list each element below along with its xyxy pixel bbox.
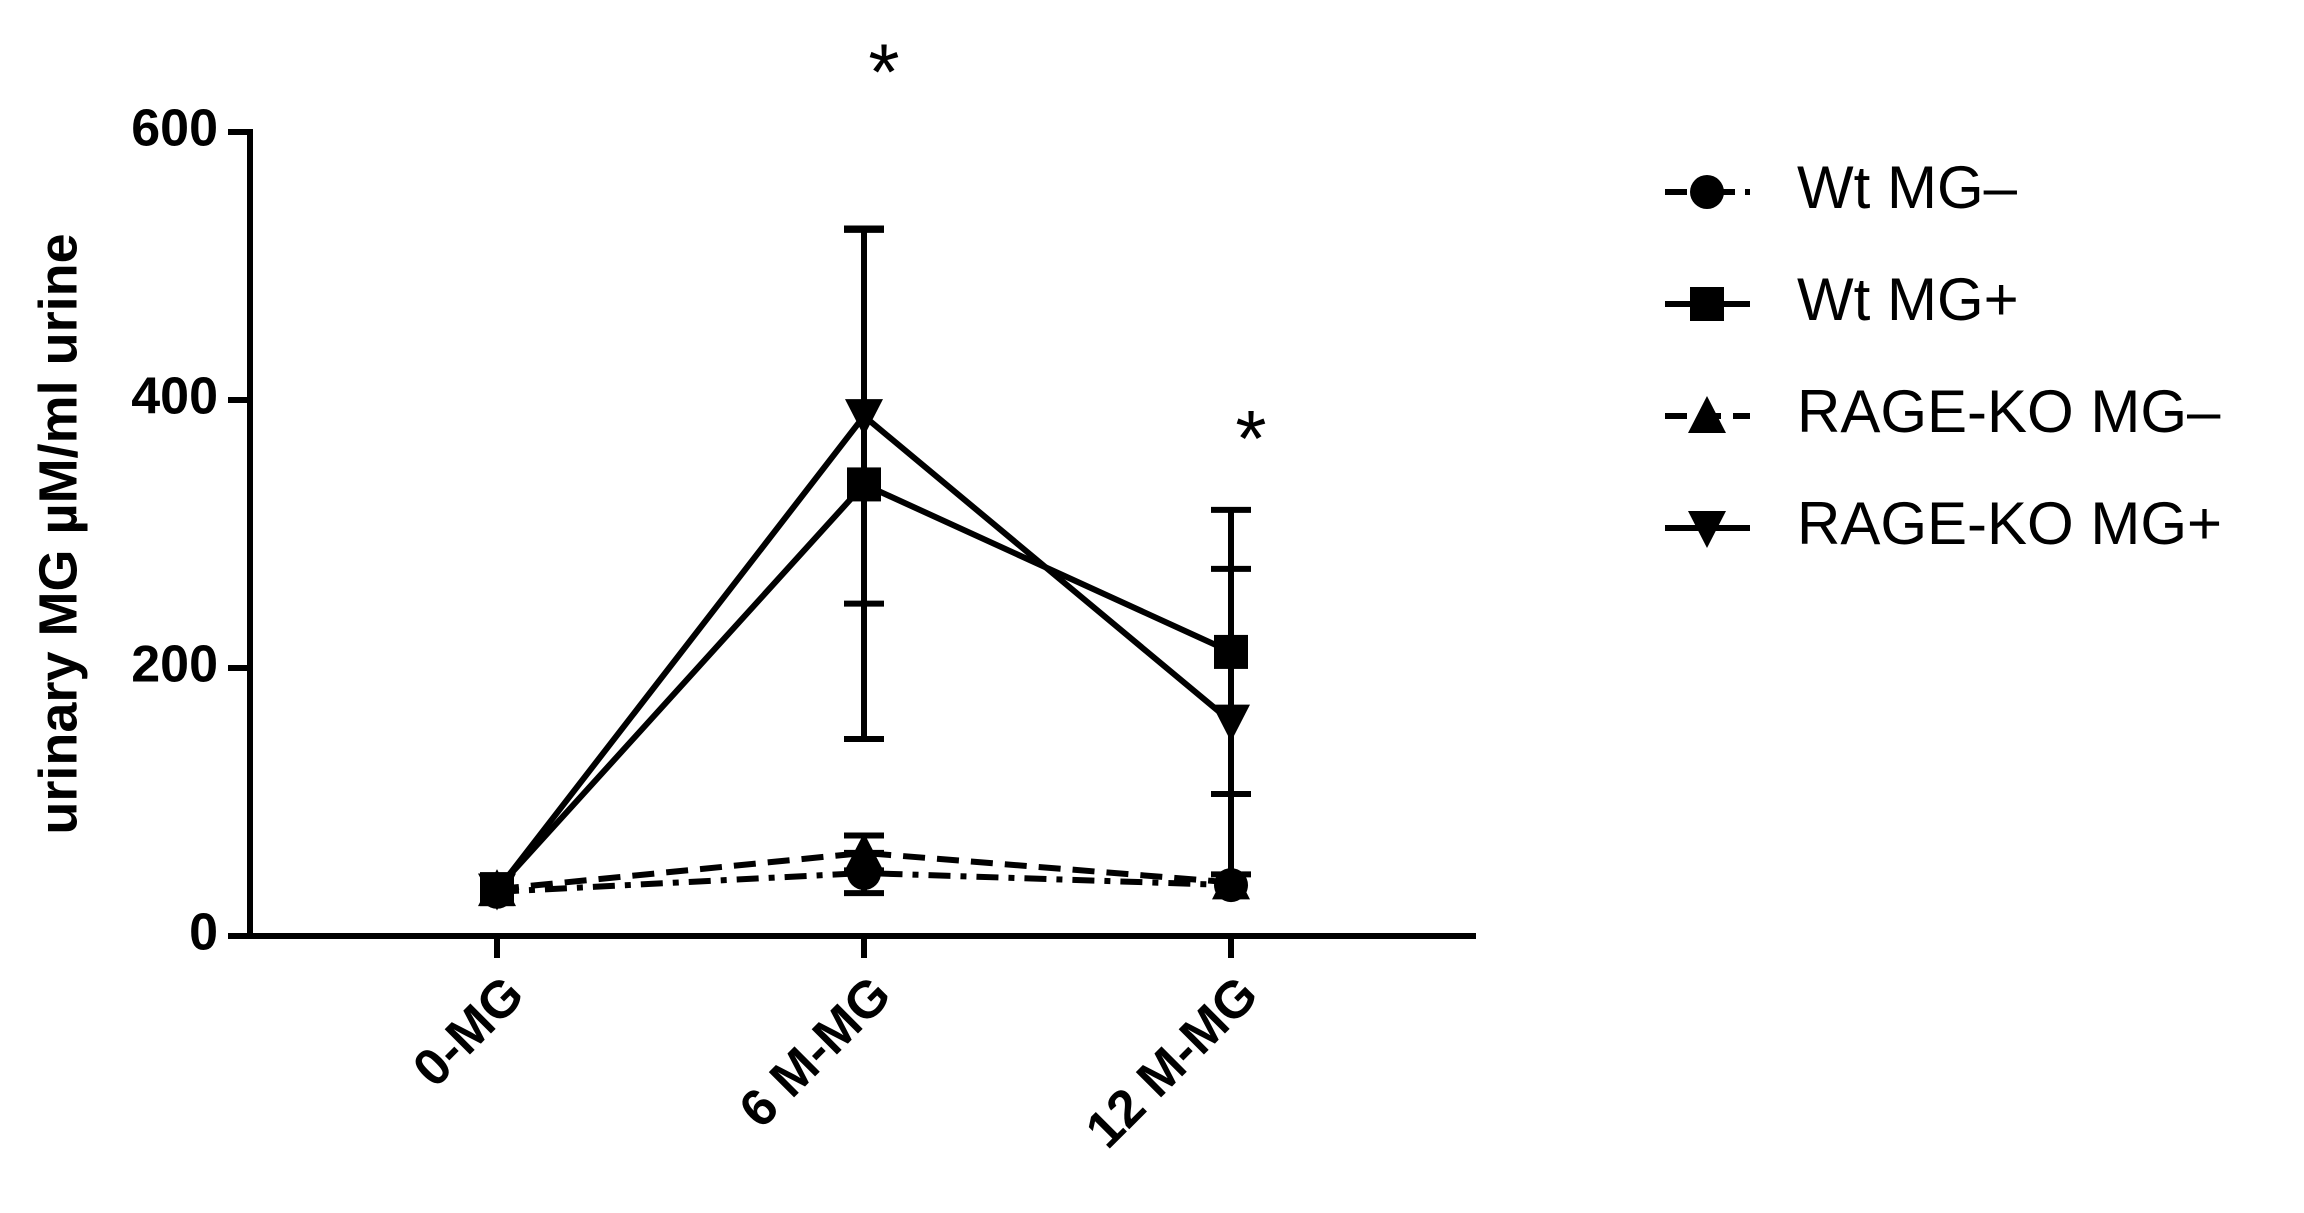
data-point [845,399,883,437]
y-tick-label: 600 [131,100,218,158]
annotation: * [868,28,899,117]
legend-label: Wt MG– [1797,154,2018,221]
series-line [496,870,1232,895]
y-tick-label: 0 [189,904,218,962]
legend-marker [1688,511,1726,548]
y-tick-label: 200 [131,636,218,694]
legend-marker [1690,175,1724,209]
legend-marker [1688,396,1726,433]
legend-label: Wt MG+ [1797,266,2019,333]
annotation: * [1235,394,1266,483]
y-tick-label: 400 [131,368,218,426]
legend-label: RAGE-KO MG– [1797,378,2221,445]
data-point [478,873,516,911]
x-tick-label: 12 M-MG [1075,965,1269,1159]
x-tick-label: 6 M-MG [728,965,902,1139]
data-point [1212,862,1250,900]
data-point [845,832,883,870]
legend-label: RAGE-KO MG+ [1797,490,2222,557]
y-axis-label: urinary MG µM/ml urine [28,233,88,834]
series-line [496,849,1232,893]
data-point [1212,704,1250,742]
x-tick-label: 0-MG [402,965,535,1098]
legend-marker [1690,287,1724,321]
